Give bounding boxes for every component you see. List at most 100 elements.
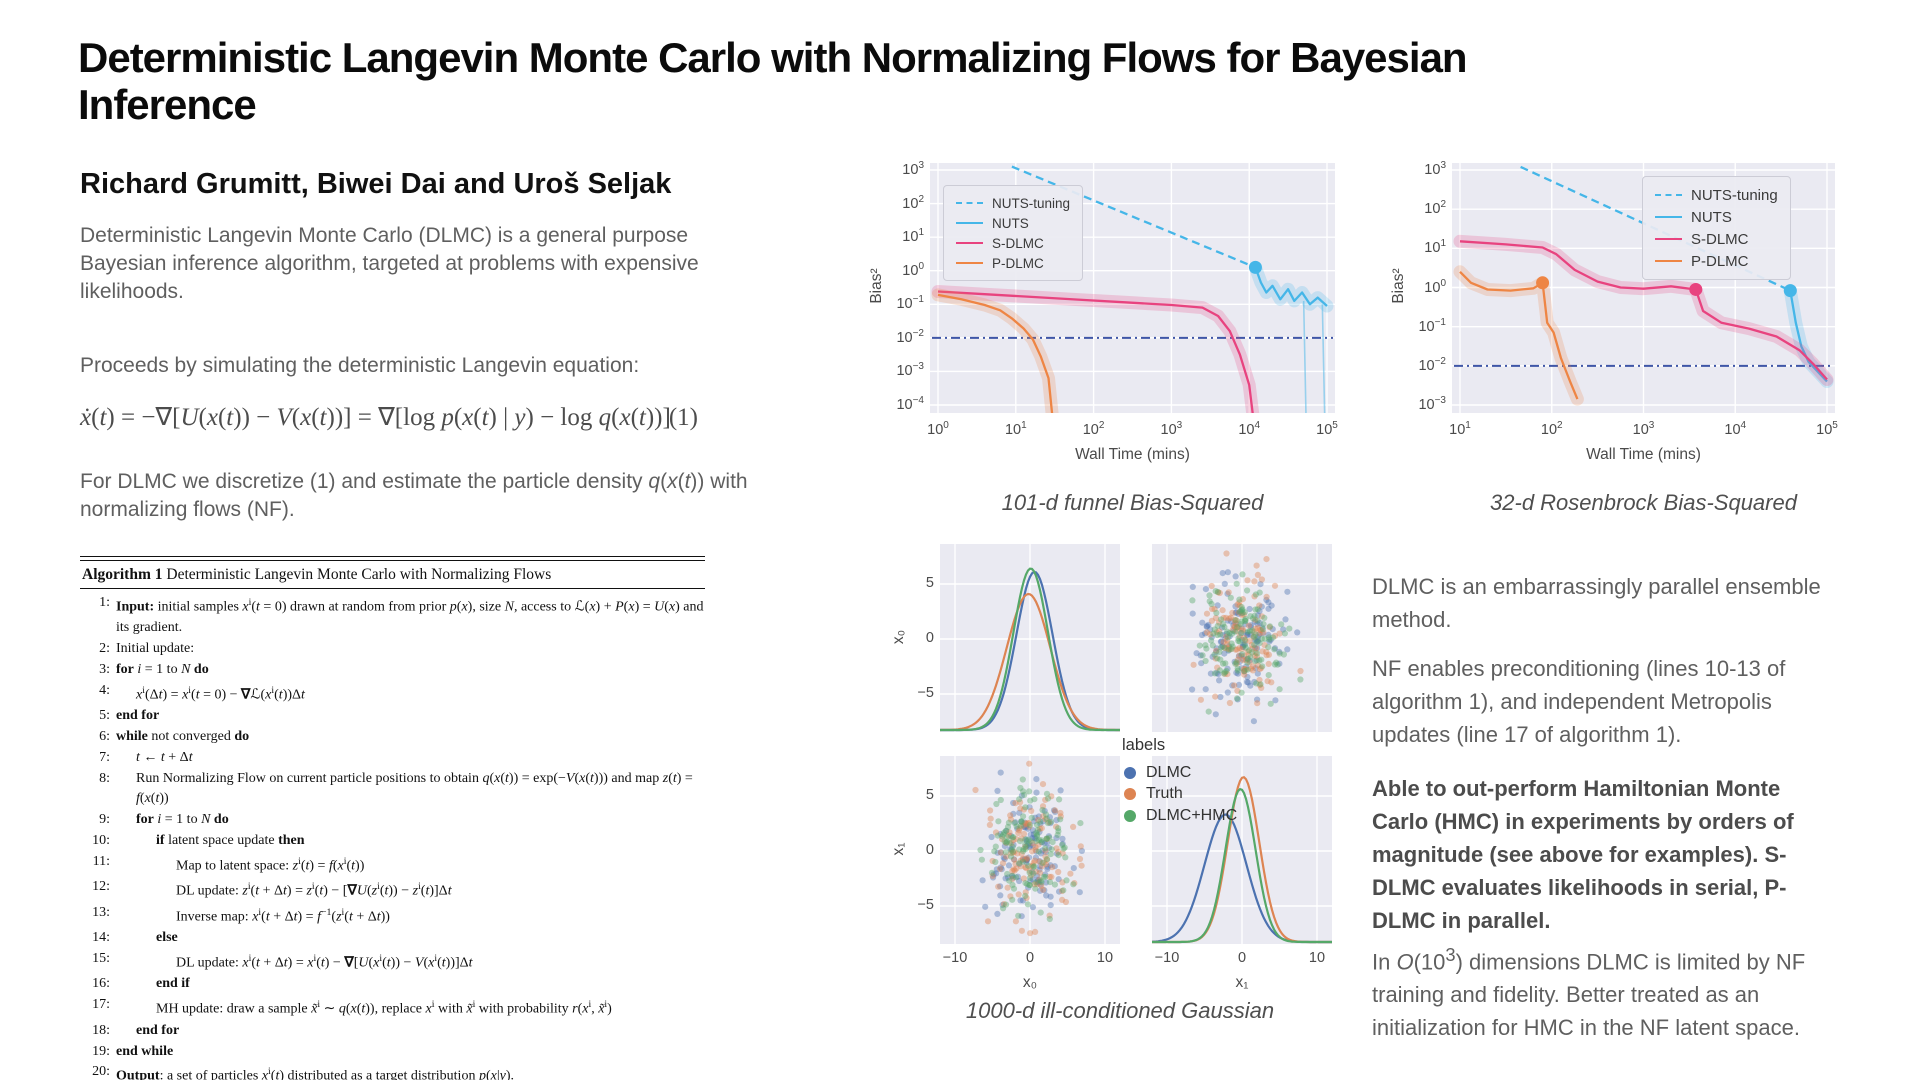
algorithm-line: 2: Initial update: [80, 639, 705, 660]
algorithm-line: 19: end while [80, 1042, 705, 1063]
algorithm-line-number: 12: [92, 879, 110, 895]
scatter-Truth [1190, 550, 1304, 707]
poster-title: Deterministic Langevin Monte Carlo with … [78, 34, 1468, 129]
y-tick-label: 102 [902, 193, 924, 212]
marker-NUTS [1248, 260, 1262, 274]
algorithm-line-number: 4: [99, 682, 110, 698]
corner-y-tick-label: −5 [917, 685, 934, 701]
corner-panel-x0-kde [940, 544, 1120, 732]
algorithm-line: 12: DL update: zi(t + Δt) = zi(t) − [∇U(z… [80, 877, 705, 902]
corner-legend-entry: DLMC [1122, 762, 1237, 784]
algorithm-line-number: 2: [99, 641, 110, 657]
corner-x-tick-label: −10 [1154, 950, 1180, 966]
corner-y-tick-label: 0 [925, 842, 934, 858]
scatter-DLMC [1189, 569, 1301, 725]
legend-label: S-DLMC [1691, 230, 1749, 248]
legend-line-swatch [956, 262, 983, 264]
right-paragraph-1: DLMC is an embarrassingly parallel ensem… [1372, 574, 1821, 632]
corner-panel-x1-x0-scatter [940, 756, 1120, 944]
algorithm-line-text: Inverse map: xi(t + Δt) = f−1(zi(t + Δt)… [176, 906, 390, 925]
algorithm-line-text: DL update: zi(t + Δt) = zi(t) − [∇U(zi(t… [176, 881, 452, 899]
caption-rosenbrock: 32-d Rosenbrock Bias-Squared [1490, 490, 1797, 515]
algorithm-label: Algorithm 1 [82, 566, 163, 583]
algorithm-box: Algorithm 1 Deterministic Langevin Monte… [80, 556, 705, 1080]
algorithm-line-text: end for [136, 1022, 180, 1038]
legend-entry: P-DLMC [1655, 250, 1778, 272]
equation-body: ẋ(t) = −∇[U(x(t)) − V(x(t))] = ∇[log p(x… [80, 404, 671, 431]
legend-line-swatch [1655, 216, 1682, 218]
algorithm-line: 8: Run Normalizing Flow on current partic… [80, 769, 705, 811]
chart-rosenbrock-bias: 103 102 101 100 10−1 10−2 10−3 101 102 103 104 105 W… [1377, 133, 1857, 533]
legend-entry: NUTS-tuning [956, 193, 1070, 213]
algorithm-line-number: 14: [92, 930, 110, 946]
algorithm-line: 20: Output: a set of particles xi(t) dist… [80, 1062, 705, 1080]
algorithm-line-text: end for [116, 708, 160, 724]
y-tick-label: 10−3 [896, 361, 924, 380]
scatter-DLMC [979, 769, 1085, 920]
algorithm-line-number: 11: [92, 853, 110, 869]
algorithm-line-number: 3: [99, 662, 110, 678]
y-tick-label: 103 [902, 160, 924, 178]
algorithm-line-number: 10: [92, 833, 110, 849]
x-tick-label: 101 [1004, 420, 1027, 438]
algorithm-double-rule [80, 560, 705, 561]
x-tick-label: 102 [1082, 420, 1105, 438]
algorithm-line: 10: if latent space update then [80, 831, 705, 852]
legend-entry: NUTS [956, 213, 1070, 233]
right-paragraph-3: Able to out-perform Hamiltonian Monte Ca… [1372, 776, 1794, 933]
x-tick-label: 104 [1238, 420, 1261, 438]
legend-label: NUTS [992, 215, 1029, 231]
algorithm-line-text: end if [156, 976, 190, 992]
x-tick-label: 105 [1316, 420, 1338, 438]
algorithm-line-text: xi(Δt) = xi(t = 0) − ∇ℒ(xi(t))Δt [136, 684, 305, 703]
legend: NUTS-tuning NUTS S-DLMC P-DLMC [1642, 176, 1791, 280]
algorithm-line-number: 15: [92, 951, 110, 967]
legend-label: DLMC [1146, 763, 1192, 781]
legend-line-swatch [956, 202, 983, 204]
caption-gaussian: 1000-d ill-conditioned Gaussian [965, 998, 1275, 1023]
x-tick-label: 101 [1449, 420, 1471, 438]
y-tick-label: 102 [1424, 199, 1446, 217]
algorithm-line-text: Input: initial samples xi(t = 0) drawn a… [116, 597, 704, 636]
legend-entry: NUTS [1655, 206, 1778, 228]
algorithm-line-text: Run Normalizing Flow on current particle… [136, 770, 693, 807]
scatter-Truth [972, 760, 1085, 937]
corner-legend-entry: Truth [1122, 784, 1237, 806]
legend-dot [1124, 809, 1136, 822]
poster-authors: Richard Grumitt, Biwei Dai and Uroš Selj… [80, 168, 672, 200]
algorithm-line-text: t ← t + Δt [136, 749, 193, 765]
series-P-DLMC [931, 288, 1059, 413]
corner-legend: labels DLMC Truth DLMC+HMC [1122, 736, 1237, 827]
series-NUTS-tuning [1011, 165, 1256, 269]
chart-corner-gaussian: 5 5 0 0 −5 −5 −10 −10 0 0 10 10 x₀ x₁ x₀ x₁ labels DLMC Tr… [865, 514, 1365, 1014]
algorithm-line-text: Initial update: [116, 641, 195, 657]
algorithm-line-text: DL update: xi(t + Δt) = xi(t) − ∇[U(xi(t… [176, 953, 473, 971]
scatter-DLMC+HMC [977, 776, 1084, 923]
marker-S-DLMC [1689, 282, 1703, 296]
y-tick-label: 10−1 [896, 294, 924, 313]
algorithm-line-text: for i = 1 to N do [116, 662, 209, 678]
x-tick-label: 105 [1816, 420, 1838, 438]
legend-label: P-DLMC [992, 255, 1044, 271]
corner-y-tick-label: 5 [925, 575, 934, 591]
corner-x-tick-label: 0 [1025, 950, 1035, 966]
algorithm-line-number: 20: [92, 1064, 110, 1080]
x-axis-label: Wall Time (mins) [1586, 446, 1701, 463]
algorithm-line: 7: t ← t + Δt [80, 748, 705, 769]
corner-x-axis-label-x1: x₁ [1235, 974, 1249, 991]
marker-P-DLMC [1536, 276, 1550, 290]
y-tick-label: 10−3 [1418, 395, 1446, 413]
algorithm-line-number: 16: [92, 976, 110, 992]
algorithm-line-number: 5: [99, 708, 110, 724]
legend-label: Truth [1146, 785, 1183, 803]
algorithm-line-text: for i = 1 to N do [136, 812, 229, 828]
y-tick-label: 10−2 [1418, 355, 1446, 374]
legend: NUTS-tuning NUTS S-DLMC P-DLMC [943, 185, 1084, 281]
corner-y-tick-label: 0 [925, 630, 934, 646]
kde-curve-Truth [940, 592, 1120, 732]
y-tick-label: 100 [1424, 277, 1446, 296]
algorithm-line: 17: MH update: draw a sample x̃i ∼ q(x(t)… [80, 995, 705, 1020]
legend-label: DLMC+HMC [1146, 806, 1238, 824]
algorithm-line: 4: xi(Δt) = xi(t = 0) − ∇ℒ(xi(t))Δt [80, 681, 705, 706]
algorithm-line-number: 18: [92, 1022, 110, 1038]
